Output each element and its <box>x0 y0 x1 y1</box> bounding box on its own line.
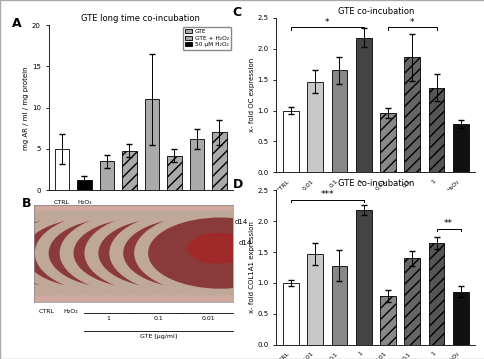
Text: 0.1: 0.1 <box>328 351 339 359</box>
Bar <box>99 162 114 190</box>
Circle shape <box>135 211 305 295</box>
Text: 0.1: 0.1 <box>158 212 167 217</box>
Bar <box>212 132 226 190</box>
Text: 1: 1 <box>357 351 363 357</box>
Text: GTE [μg/ml]: GTE [μg/ml] <box>320 220 357 225</box>
Title: GTE co-incubation: GTE co-incubation <box>337 179 413 188</box>
Circle shape <box>114 234 173 263</box>
Y-axis label: mg AR / ml / mg protein: mg AR / ml / mg protein <box>23 66 29 149</box>
Bar <box>122 151 136 190</box>
Bar <box>283 111 298 172</box>
Text: H₂O₂: H₂O₂ <box>446 178 460 192</box>
Circle shape <box>85 211 256 295</box>
Circle shape <box>99 218 242 288</box>
Bar <box>355 38 371 172</box>
Text: 0.01: 0.01 <box>374 351 387 359</box>
Bar <box>379 296 395 345</box>
Text: 1: 1 <box>357 178 363 185</box>
Bar <box>55 149 69 190</box>
Text: D: D <box>232 178 242 191</box>
Text: CTRL: CTRL <box>54 200 70 205</box>
Circle shape <box>49 218 192 288</box>
Circle shape <box>39 234 99 263</box>
Text: 0.1: 0.1 <box>401 351 411 359</box>
Text: CTRL: CTRL <box>38 309 54 314</box>
Y-axis label: x- fold COL1A1 expression: x- fold COL1A1 expression <box>248 222 254 313</box>
Text: GTE [μg/ml]: GTE [μg/ml] <box>144 242 182 247</box>
Circle shape <box>35 211 206 295</box>
Circle shape <box>11 211 181 295</box>
Text: H₂O₂: H₂O₂ <box>77 200 91 205</box>
Text: A: A <box>12 17 21 30</box>
Text: 1: 1 <box>116 212 120 217</box>
Text: C: C <box>232 6 242 19</box>
Circle shape <box>149 218 291 288</box>
Bar <box>379 113 395 172</box>
Circle shape <box>0 218 142 288</box>
Bar <box>404 57 419 172</box>
Circle shape <box>164 234 223 263</box>
Text: 0.1: 0.1 <box>328 178 339 189</box>
Text: CTRL: CTRL <box>275 351 290 359</box>
Text: d14: d14 <box>238 240 251 246</box>
Text: 0.1: 0.1 <box>153 316 163 321</box>
Text: 0.01: 0.01 <box>374 178 387 192</box>
Bar <box>307 254 322 345</box>
Circle shape <box>110 211 280 295</box>
Circle shape <box>74 218 217 288</box>
Bar <box>428 88 443 172</box>
Text: 0.1: 0.1 <box>401 178 411 189</box>
Text: *: * <box>409 18 414 27</box>
Bar <box>331 70 347 172</box>
Bar <box>331 266 347 345</box>
Text: 1: 1 <box>106 316 110 321</box>
Text: **: ** <box>443 219 452 228</box>
Circle shape <box>188 234 248 263</box>
Text: 1: 1 <box>429 351 436 357</box>
Circle shape <box>0 218 118 288</box>
Circle shape <box>25 218 167 288</box>
Text: 0.01: 0.01 <box>201 316 214 321</box>
Bar <box>452 124 468 172</box>
Circle shape <box>64 234 124 263</box>
Text: 1: 1 <box>429 178 436 185</box>
Text: 0.01: 0.01 <box>201 212 214 217</box>
Bar <box>452 292 468 345</box>
Circle shape <box>124 218 267 288</box>
Text: d14: d14 <box>234 219 247 225</box>
Bar <box>283 283 298 345</box>
Text: CTRL: CTRL <box>275 178 290 194</box>
Bar <box>189 139 204 190</box>
Text: H₂O₂: H₂O₂ <box>446 351 460 359</box>
Bar <box>77 180 91 190</box>
Circle shape <box>60 211 231 295</box>
Text: H₂O₂: H₂O₂ <box>64 309 78 314</box>
Text: GTE [μg/ml]: GTE [μg/ml] <box>139 334 177 339</box>
Y-axis label: x- fold OC expression: x- fold OC expression <box>248 58 254 132</box>
Legend: GTE, GTE + H₂O₂, 50 μM H₂O₂: GTE, GTE + H₂O₂, 50 μM H₂O₂ <box>182 27 230 50</box>
Circle shape <box>0 211 156 295</box>
Title: GTE co-incubation: GTE co-incubation <box>337 7 413 16</box>
Bar <box>166 155 182 190</box>
Bar <box>355 210 371 345</box>
Bar <box>404 258 419 345</box>
Circle shape <box>0 211 132 295</box>
Text: ***: *** <box>320 190 333 199</box>
Text: B: B <box>22 197 31 210</box>
Bar <box>428 243 443 345</box>
Text: *: * <box>324 18 329 27</box>
Bar <box>307 81 322 172</box>
Text: GTE [μg/ml]
+ H₂O₂: GTE [μg/ml] + H₂O₂ <box>405 220 442 231</box>
Bar <box>144 99 159 190</box>
Text: 0.01: 0.01 <box>302 178 315 192</box>
Circle shape <box>89 234 149 263</box>
Text: 0.01: 0.01 <box>302 351 315 359</box>
Circle shape <box>15 234 74 263</box>
Title: GTE long time co-incubation: GTE long time co-incubation <box>81 14 200 23</box>
Circle shape <box>138 234 198 263</box>
